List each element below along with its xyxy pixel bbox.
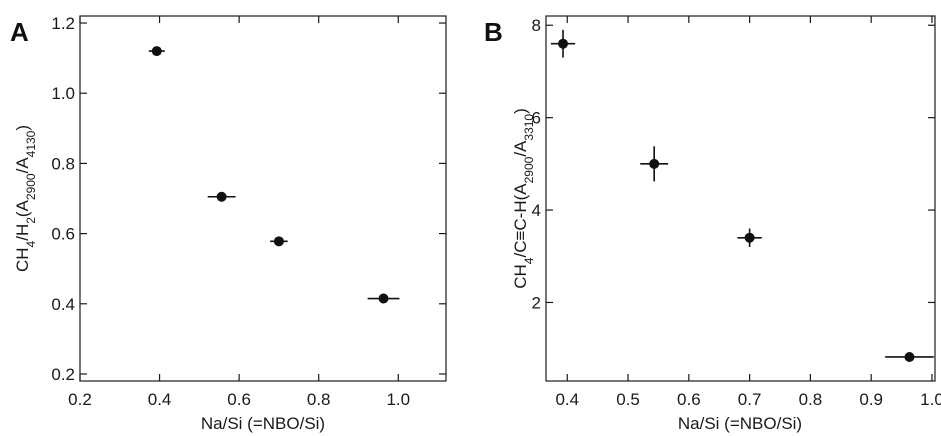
panel-a-x-tick-label: 0.6 <box>227 390 251 409</box>
panel-a-y-axis-label: CH4/H2(A2900/A4130) <box>13 125 38 272</box>
panel-b-x-tick-label: 0.7 <box>738 390 762 409</box>
panel-a-ticks: 0.2 0.4 0.6 0.8 1.0 0.2 0.4 0.6 0.8 1.0 1.2 <box>51 14 446 409</box>
panel-a-plot-frame <box>79 15 447 382</box>
data-point <box>649 158 660 169</box>
panel-b-x-axis-label: Na/Si (=NBO/Si) <box>678 414 802 433</box>
data-point <box>273 236 284 247</box>
panel-a: A 0.2 0.4 0.6 0.8 1.0 0.2 0.4 0.6 0.8 1.0 1.2 Na/S… <box>10 14 447 433</box>
panel-b-x-tick-label: 1.0 <box>920 390 941 409</box>
panel-a-x-tick-label: 0.2 <box>68 390 92 409</box>
data-point <box>216 191 227 202</box>
panel-a-letter: A <box>10 17 29 47</box>
data-point <box>151 46 162 57</box>
panel-b-data-points <box>550 29 934 362</box>
panel-b-x-tick-label: 0.6 <box>677 390 701 409</box>
panel-b-letter: B <box>484 17 503 47</box>
panel-a-y-tick-label: 1.0 <box>51 84 75 103</box>
panel-a-data-points <box>148 46 400 304</box>
panel-b-x-tick-label: 0.9 <box>859 390 883 409</box>
panel-b-x-tick-label: 0.8 <box>799 390 823 409</box>
panel-a-x-axis-label: Na/Si (=NBO/Si) <box>201 414 325 433</box>
data-point <box>904 351 915 362</box>
panel-b-y-axis-label: CH4/C≡C-H(A2900/A3310) <box>511 108 536 289</box>
panel-a-x-tick-label: 0.4 <box>148 390 172 409</box>
data-point <box>378 293 389 304</box>
panel-b-ticks: 0.4 0.5 0.6 0.7 0.8 0.9 1.0 2 4 6 8 <box>532 16 941 409</box>
panel-b-x-tick-label: 0.5 <box>616 390 640 409</box>
panel-a-x-tick-label: 0.8 <box>307 390 331 409</box>
panel-a-y-tick-label: 0.2 <box>51 365 75 384</box>
data-point <box>744 232 755 243</box>
panel-b-y-tick-label: 6 <box>532 109 541 128</box>
panel-b: B 0.4 0.5 0.6 0.7 0.8 0.9 1.0 2 4 6 8 Na/Si (=NBO/… <box>484 15 941 433</box>
panel-a-y-tick-label: 0.8 <box>51 154 75 173</box>
panel-a-y-tick-label: 0.4 <box>51 295 75 314</box>
panel-a-y-tick-label: 1.2 <box>51 14 75 33</box>
panel-b-y-tick-label: 2 <box>532 293 541 312</box>
panel-a-x-tick-label: 1.0 <box>386 390 410 409</box>
panel-b-plot-frame <box>545 15 936 382</box>
data-point <box>558 38 569 49</box>
panel-b-x-tick-label: 0.4 <box>555 390 579 409</box>
panel-b-y-tick-label: 4 <box>532 201 541 220</box>
panel-b-y-tick-label: 8 <box>532 16 541 35</box>
panel-a-y-tick-label: 0.6 <box>51 225 75 244</box>
